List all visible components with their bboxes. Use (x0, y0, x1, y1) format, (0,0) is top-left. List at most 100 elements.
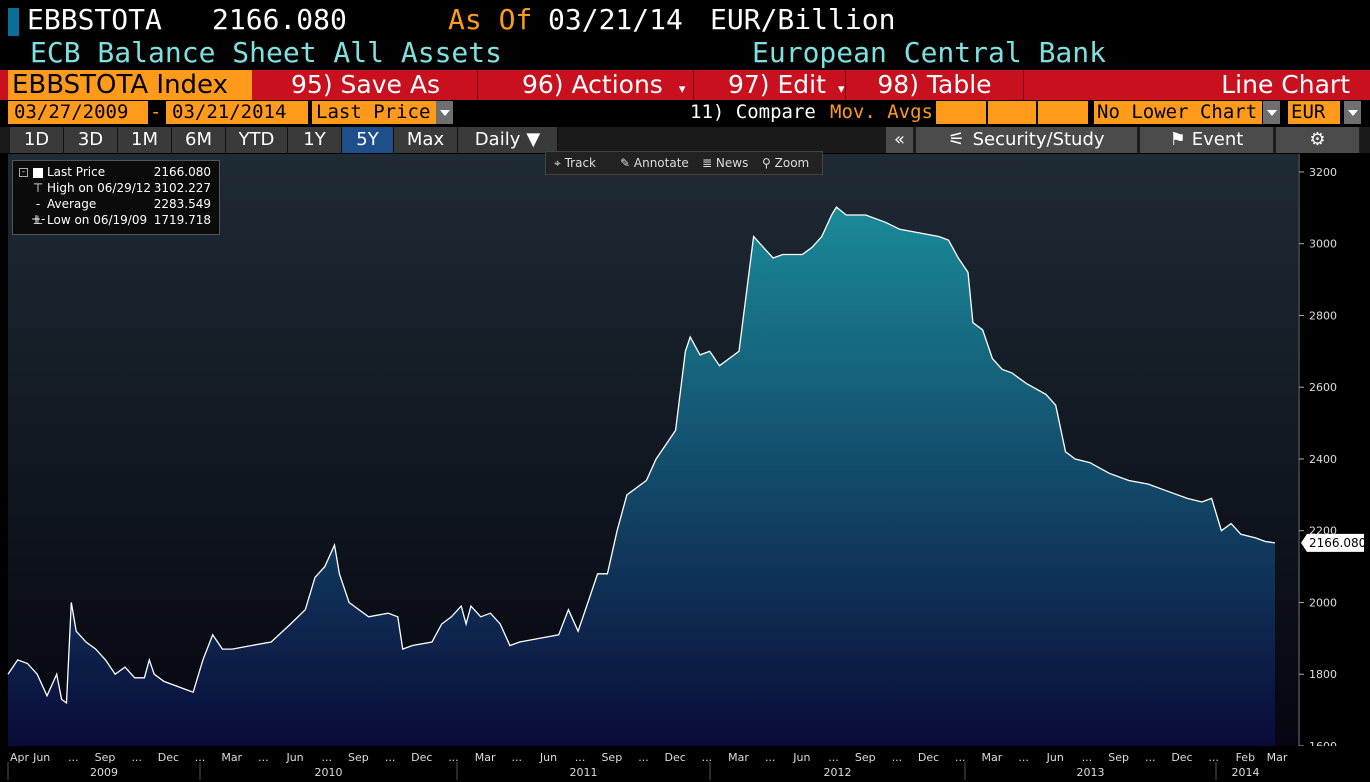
frequency-dropdown-icon: ▼ (526, 129, 541, 150)
x-tick-label: ... (638, 751, 649, 764)
legend-low-label: Low on 06/19/09 (47, 213, 148, 227)
year-label: 2014 (1232, 766, 1260, 779)
start-date-field[interactable]: 03/27/2009 (8, 101, 148, 124)
date-separator: - (150, 101, 162, 123)
y-tick-label: 2000 (1309, 596, 1337, 609)
mov-avgs-label[interactable]: Mov. Avgs (830, 101, 933, 123)
save-as-button[interactable]: 95) Save As (254, 70, 478, 100)
y-tick-label: 1800 (1309, 668, 1337, 681)
y-tick-label: 2800 (1309, 309, 1337, 322)
end-date-field[interactable]: 03/21/2014 (166, 101, 308, 124)
track-button[interactable]: ⌖ Track (554, 152, 596, 174)
area-fill (8, 207, 1275, 747)
event-button[interactable]: ⚑ Event (1140, 127, 1274, 153)
x-tick-label: ... (258, 751, 269, 764)
currency-dropdown-icon[interactable] (1344, 101, 1361, 124)
series-line (7, 206, 1276, 705)
zoom-label: Zoom (774, 156, 810, 170)
y-tick-label: 2400 (1309, 453, 1337, 466)
y-tick-label: 3200 (1309, 166, 1337, 179)
legend-average-label: Average (47, 197, 97, 211)
chart-tools-bar: ⌖ Track ✎ Annotate ≣ News ⚲ Zoom (545, 151, 823, 175)
period-max-button[interactable]: Max (394, 127, 458, 153)
x-tick-label: ... (1082, 751, 1093, 764)
year-label: 2012 (824, 766, 852, 779)
x-tick-label: ... (322, 751, 333, 764)
units-label: EUR/Billion (710, 3, 896, 36)
chart-legend[interactable]: - Last Price 2166.080 ⊤ High on 06/29/12… (12, 160, 220, 235)
legend-last-value: 2166.080 (153, 165, 211, 179)
mov-avg-field-1[interactable] (936, 101, 986, 124)
mov-avg-field-2[interactable] (988, 101, 1036, 124)
x-tick-label: Sep (348, 751, 369, 764)
legend-last-label: Last Price (47, 165, 106, 179)
header-bar: EBBSTOTA 2166.080 As Of 03/21/14 EUR/Bil… (0, 0, 1370, 40)
security-name: ECB Balance Sheet All Assets (30, 36, 503, 69)
x-tick-label: Mar (728, 751, 749, 764)
compare-button[interactable]: 11) Compare (690, 101, 816, 123)
y-tick-label: 2600 (1309, 381, 1337, 394)
year-label: 2010 (315, 766, 343, 779)
last-value-tag-shape (1301, 533, 1364, 552)
zoom-button[interactable]: ⚲ Zoom (762, 152, 809, 174)
x-tick-label: ... (828, 751, 839, 764)
settings-button[interactable]: ⚙ (1276, 127, 1360, 153)
frequency-label: Daily (474, 129, 521, 150)
period-3d-button[interactable]: 3D (64, 127, 118, 153)
field-dropdown-icon[interactable] (436, 101, 453, 124)
currency-selector[interactable]: EUR (1288, 101, 1340, 124)
x-tick-label: Mar (475, 751, 496, 764)
period-1m-button[interactable]: 1M (118, 127, 172, 153)
lower-chart-selector[interactable]: No Lower Chart (1094, 101, 1262, 124)
actions-dropdown-icon: ▾ (678, 82, 686, 97)
collapse-button[interactable]: « (886, 127, 914, 153)
x-tick-label: Apr (10, 751, 30, 764)
average-marker-icon: -+- (31, 197, 46, 226)
period-5y-button[interactable]: 5Y (342, 127, 394, 153)
chart-type-label[interactable]: Line Chart (1221, 70, 1350, 99)
field-selector[interactable]: Last Price (312, 101, 436, 124)
track-label: Track (564, 156, 596, 170)
line-chart[interactable]: 160018002000220024002600280030003200 Apr… (0, 154, 1370, 782)
x-tick-label: Jun (539, 751, 557, 764)
data-source: European Central Bank (752, 36, 1107, 69)
news-label: News (715, 156, 749, 170)
x-tick-label: Jun (792, 751, 810, 764)
legend-row-last: - Last Price 2166.080 (19, 165, 215, 180)
x-tick-label: ... (385, 751, 396, 764)
frequency-selector[interactable]: Daily ▼ (458, 127, 558, 153)
annotate-button[interactable]: ✎ Annotate (620, 152, 689, 174)
actions-label: 96) Actions (522, 70, 663, 99)
x-tick-label: Sep (601, 751, 622, 764)
x-tick-label: Jun (285, 751, 303, 764)
x-tick-label: ... (955, 751, 966, 764)
crosshair-icon: ⌖ (554, 156, 561, 170)
high-marker-icon: ⊤ (32, 181, 44, 195)
edit-dropdown-icon: ▾ (837, 82, 845, 97)
period-6m-button[interactable]: 6M (172, 127, 226, 153)
white-square-icon (31, 165, 45, 180)
x-tick-label: ... (195, 751, 206, 764)
flag-icon: ⚑ (1169, 129, 1186, 150)
news-button[interactable]: ≣ News (702, 152, 748, 174)
actions-button[interactable]: 96) Actions ▾ (478, 70, 694, 100)
table-button[interactable]: 98) Table (846, 70, 1024, 100)
low-marker-icon: ⊥ (32, 213, 44, 227)
period-1y-button[interactable]: 1Y (288, 127, 342, 153)
x-tick-label: ... (448, 751, 459, 764)
edit-button[interactable]: 97) Edit ▾ (694, 70, 846, 100)
x-tick-label: ... (765, 751, 776, 764)
y-tick-label: 3000 (1309, 238, 1337, 251)
x-tick-label: Sep (95, 751, 116, 764)
x-tick-label: Dec (1171, 751, 1192, 764)
as-of-label: As Of (448, 3, 533, 36)
last-price: 2166.080 (212, 3, 347, 36)
period-ytd-button[interactable]: YTD (226, 127, 288, 153)
security-study-button[interactable]: ⚟ Security/Study (916, 127, 1138, 153)
edit-label: 97) Edit (728, 70, 826, 99)
mov-avg-field-3[interactable] (1038, 101, 1088, 124)
index-tab[interactable]: EBBSTOTA Index (8, 70, 252, 100)
period-1d-button[interactable]: 1D (10, 127, 64, 153)
lower-chart-dropdown-icon[interactable] (1263, 101, 1280, 124)
collapse-icon[interactable]: - (19, 168, 28, 177)
